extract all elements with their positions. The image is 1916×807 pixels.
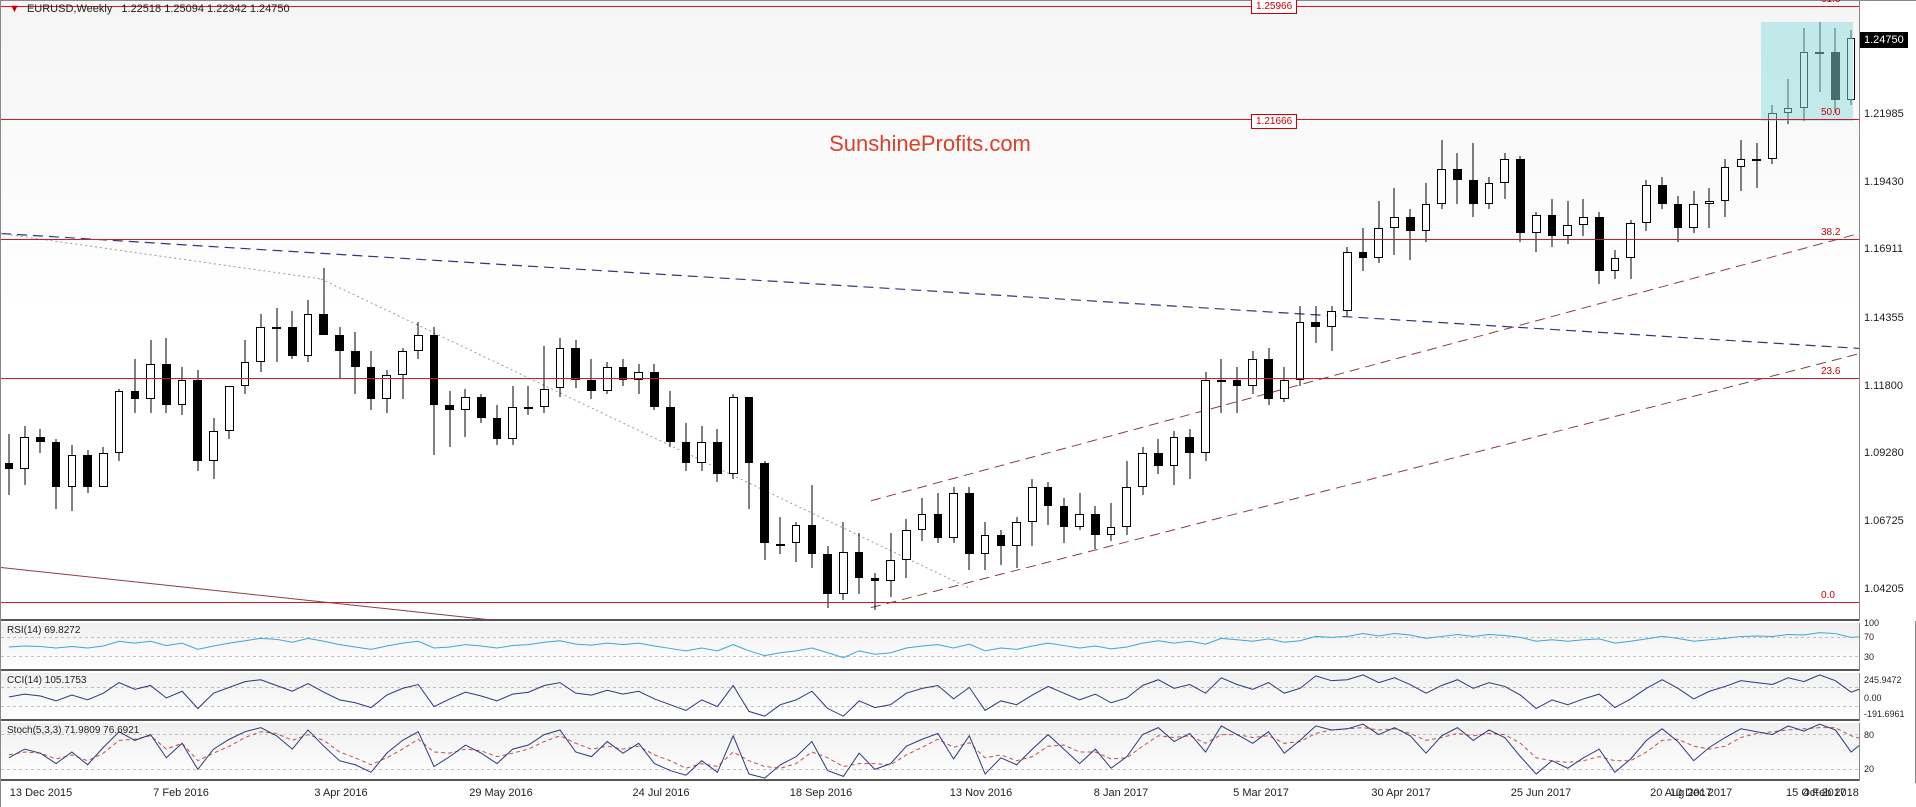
y-tick-label: 1.11800 xyxy=(1864,380,1903,392)
cci-level: -191.6961 xyxy=(1864,709,1905,719)
x-axis: 13 Dec 2015 7 Feb 2016 3 Apr 2016 29 May 20… xyxy=(1,783,1916,807)
stoch-level: 80 xyxy=(1864,730,1874,740)
cci-panel[interactable]: CCI(14) 105.1753 xyxy=(1,673,1859,721)
price-panel[interactable]: ▼ EURUSD,Weekly 1.22518 1.25094 1.22342 … xyxy=(1,1,1859,621)
symbol-text: EURUSD,Weekly xyxy=(27,3,112,15)
y-tick-label: 1.16911 xyxy=(1864,243,1903,255)
cci-label: CCI(14) 105.1753 xyxy=(7,675,87,686)
x-tick-label: 30 Apr 2017 xyxy=(1371,787,1430,799)
y-tick-label: 1.14355 xyxy=(1864,312,1904,324)
y-tick-label: 1.04205 xyxy=(1864,583,1904,595)
x-tick-label: 24 Jul 2016 xyxy=(633,787,690,799)
x-tick-label: 7 Feb 2016 xyxy=(153,787,209,799)
x-tick-label: 18 Sep 2016 xyxy=(790,787,852,799)
x-tick-label: 3 Apr 2016 xyxy=(314,787,367,799)
rsi-level: 100 xyxy=(1864,618,1879,628)
rsi-panel[interactable]: RSI(14) 69.8272 xyxy=(1,623,1859,671)
current-price-badge: 1.24750 xyxy=(1860,32,1908,48)
y-axis-price: 1.04205 1.06725 1.09280 1.11800 1.14355 1.169… xyxy=(1859,1,1916,621)
fib-label: 23.6 xyxy=(1821,366,1840,377)
fib-line xyxy=(1,119,1859,120)
x-tick-label: 29 May 2016 xyxy=(469,787,533,799)
rsi-label: RSI(14) 69.8272 xyxy=(7,625,80,636)
x-tick-label: 4 Feb 2018 xyxy=(1803,787,1859,799)
y-axis-rsi: 3070100 xyxy=(1859,623,1916,671)
y-axis-cci: -191.6961 0.00 245.9472 xyxy=(1859,673,1916,721)
stoch-panel[interactable]: Stoch(5,3,3) 71.9809 76.6921 xyxy=(1,723,1859,781)
y-tick-label: 1.19430 xyxy=(1864,176,1904,188)
rsi-level: 70 xyxy=(1864,632,1874,642)
x-tick-label: 8 Jan 2017 xyxy=(1094,787,1148,799)
fib-line xyxy=(1,239,1859,240)
stoch-level: 20 xyxy=(1864,764,1874,774)
cci-level: 0.00 xyxy=(1864,693,1882,703)
fib-line xyxy=(1,602,1859,603)
main-overlay xyxy=(1,1,1859,621)
y-axis-stoch: 2080 xyxy=(1859,723,1916,781)
y-tick-label: 1.06725 xyxy=(1864,515,1904,527)
chart-container: ▼ EURUSD,Weekly 1.22518 1.25094 1.22342 … xyxy=(0,0,1916,807)
ohlc-text: 1.22518 1.25094 1.22342 1.24750 xyxy=(121,3,289,15)
fib-label: 38.2 xyxy=(1821,227,1840,238)
y-tick-label: 1.21985 xyxy=(1864,108,1904,120)
x-tick-label: 13 Dec 2015 xyxy=(10,787,72,799)
price-badge: 1.25966 xyxy=(1251,0,1297,14)
x-tick-label: 13 Nov 2016 xyxy=(950,787,1012,799)
rsi-overlay xyxy=(1,623,1859,671)
cci-level: 245.9472 xyxy=(1864,675,1902,685)
x-tick-label: 10 Dec 2017 xyxy=(1670,787,1732,799)
fib-label: 61.8 xyxy=(1821,0,1840,5)
price-badge: 1.21666 xyxy=(1251,114,1297,129)
stoch-label: Stoch(5,3,3) 71.9809 76.6921 xyxy=(7,725,139,736)
cci-overlay xyxy=(1,673,1859,721)
x-tick-label: 5 Mar 2017 xyxy=(1233,787,1289,799)
down-triangle-icon: ▼ xyxy=(9,3,20,15)
rsi-level: 30 xyxy=(1864,652,1874,662)
symbol-title: ▼ EURUSD,Weekly 1.22518 1.25094 1.22342 … xyxy=(9,3,290,15)
stoch-overlay xyxy=(1,723,1859,781)
x-tick-label: 25 Jun 2017 xyxy=(1511,787,1572,799)
watermark: SunshineProfits.com xyxy=(829,131,1031,157)
fib-label: 50.0 xyxy=(1821,107,1840,118)
y-tick-label: 1.09280 xyxy=(1864,447,1904,459)
fib-line xyxy=(1,378,1859,379)
fib-label: 0.0 xyxy=(1821,590,1835,601)
